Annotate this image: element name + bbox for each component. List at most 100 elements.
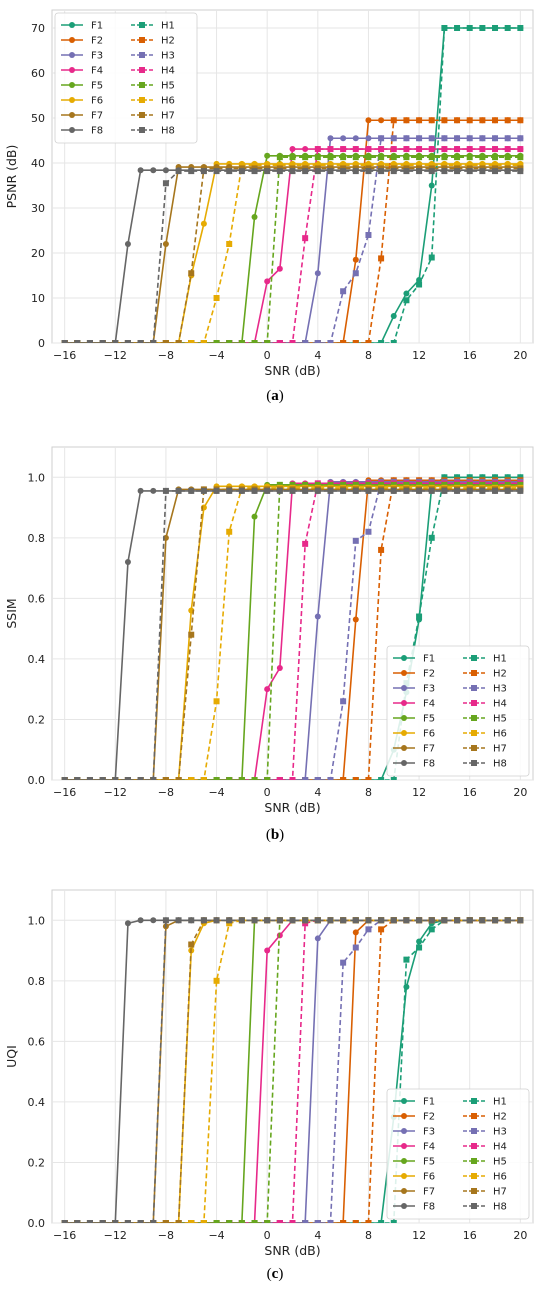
data-point [466,162,473,169]
data-point [238,487,245,494]
data-point [251,214,258,220]
data-point [162,167,169,174]
data-point [504,474,511,481]
data-point [200,220,207,227]
data-point [340,168,347,175]
data-point [238,162,245,169]
data-point [188,917,195,924]
data-point [416,117,423,124]
data-point [264,487,271,494]
uqi-chart: −16 −12 −8 −4 0 4 8 12 16 20 0.0 0.2 0.4 0.6 0.8 1.0 SNR… [4,889,534,1258]
data-point [390,117,397,124]
data-point [492,474,499,481]
chart-panel-a: −16 −12 −8 −4 0 4 8 12 16 20 0 10 20 30 40 50 60 70 SNR (d… [0,0,550,415]
legend-marker [471,685,477,691]
legend-entry-h7: H7 [463,1187,507,1198]
data-point [99,1220,106,1223]
y-tick-label: 0.4 [28,1096,46,1109]
legend-label: F5 [91,81,103,92]
data-point [302,777,309,780]
legend-marker [139,97,145,103]
x-tick-label: 20 [513,1229,527,1242]
data-point [327,340,334,343]
data-point [276,777,283,780]
data-point [479,162,486,169]
data-point [517,917,524,924]
legend-label: H4 [493,1142,507,1153]
legend-entry-f5: F5 [61,81,103,92]
data-point [378,546,385,553]
data-point [365,135,372,142]
legend-entry-f2: F2 [393,1112,435,1123]
data-point [365,528,372,535]
data-point [504,135,511,142]
x-tick-label: −12 [104,786,127,799]
data-point [124,920,131,927]
data-point [416,135,423,142]
data-point [340,487,347,494]
data-point [403,168,410,175]
data-point [428,154,435,161]
data-point [466,135,473,142]
data-point [289,1220,296,1223]
x-tick-label: 0 [264,349,271,362]
data-point [403,162,410,169]
x-tick-label: 20 [513,349,527,362]
data-point [124,777,131,780]
data-point [378,135,385,142]
data-point [416,154,423,161]
data-point [517,474,524,481]
data-point [352,481,359,488]
legend: F1 F2 F3 F4 F5 F6 F7 F8 H1 H2 H3 H4 H5 H6 H7 H8 [386,645,530,777]
data-point [504,146,511,153]
data-point [213,977,220,984]
data-point [479,474,486,481]
data-point [264,162,271,169]
data-point [479,117,486,124]
legend-entry-f6: F6 [61,96,103,107]
data-point [378,487,385,494]
data-point [314,917,321,924]
data-point [226,920,233,927]
y-tick-label: 40 [31,157,45,170]
data-point [264,777,271,780]
legend-label: H2 [161,36,175,47]
legend: F1 F2 F3 F4 F5 F6 F7 F8 H1 H2 H3 H4 H5 H6 H7 H8 [54,12,198,144]
data-point [314,162,321,169]
legend-entry-f7: F7 [393,744,435,755]
data-point [403,154,410,161]
x-tick-label: 4 [314,1229,321,1242]
legend-entry-h2: H2 [463,1112,507,1123]
data-point [428,481,435,488]
data-point [390,313,397,319]
data-point [454,25,461,31]
y-tick-label: 1.0 [28,471,46,484]
legend-box [386,1088,530,1220]
x-tick-label: −4 [208,786,224,799]
legend-entry-f3: F3 [61,51,103,62]
data-point [517,146,524,153]
data-point [213,1220,220,1223]
y-tick-label: 0.8 [28,975,46,988]
data-point [479,146,486,153]
data-point [492,117,499,124]
data-point [264,278,271,285]
legend-label: F3 [91,51,103,62]
data-point [264,686,271,693]
y-tick-label: 0.4 [28,653,46,666]
data-point [416,944,423,951]
data-point [479,487,486,494]
data-point [276,162,283,169]
legend-label: H3 [161,51,175,62]
data-point [517,487,524,494]
data-point [226,168,233,175]
data-point [340,288,347,295]
data-point [352,1220,359,1223]
legend-marker [401,715,407,721]
legend-entry-h6: H6 [131,96,175,107]
caption-letter-b: b [270,827,280,843]
data-point [428,487,435,494]
data-point [213,487,220,494]
data-point [378,481,385,488]
caption-b: (b) [265,827,285,843]
